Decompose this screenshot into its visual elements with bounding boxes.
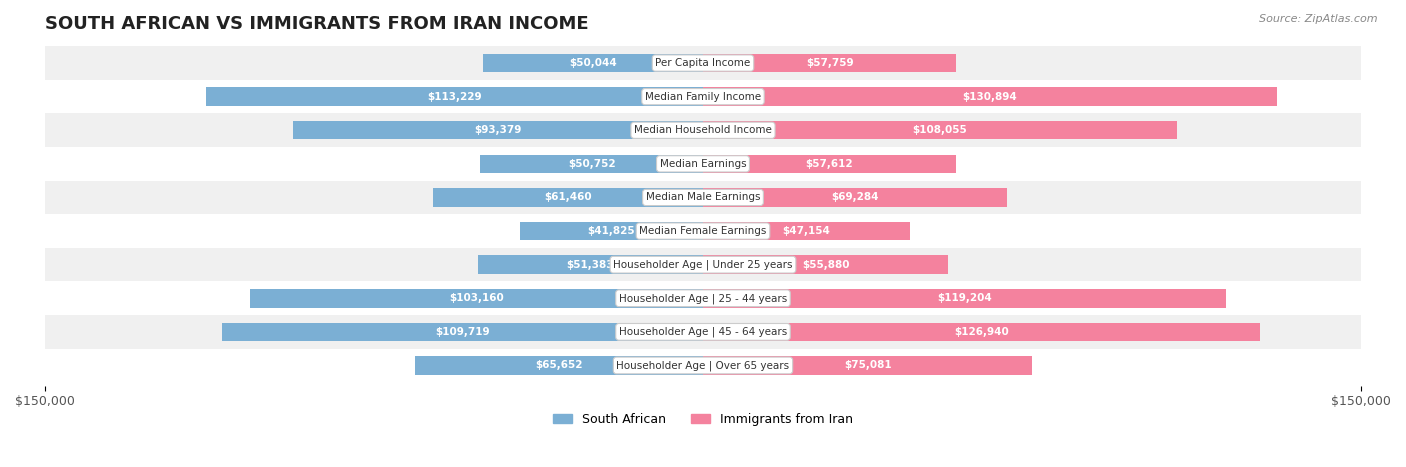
Text: Householder Age | 25 - 44 years: Householder Age | 25 - 44 years — [619, 293, 787, 304]
Text: Householder Age | Under 25 years: Householder Age | Under 25 years — [613, 259, 793, 270]
Text: $113,229: $113,229 — [427, 92, 482, 102]
Text: $103,160: $103,160 — [450, 293, 505, 303]
Text: Median Male Earnings: Median Male Earnings — [645, 192, 761, 203]
Text: $61,460: $61,460 — [544, 192, 592, 203]
Bar — [294, 121, 703, 140]
Bar — [703, 356, 1032, 375]
Text: $65,652: $65,652 — [536, 361, 582, 370]
Text: $50,752: $50,752 — [568, 159, 616, 169]
Text: $55,880: $55,880 — [801, 260, 849, 269]
Legend: South African, Immigrants from Iran: South African, Immigrants from Iran — [548, 408, 858, 431]
Bar — [45, 282, 1361, 315]
Bar — [484, 54, 703, 72]
Bar — [250, 289, 703, 307]
Bar — [45, 181, 1361, 214]
Bar — [45, 46, 1361, 80]
Text: $93,379: $93,379 — [474, 125, 522, 135]
Bar — [703, 54, 956, 72]
Bar — [703, 188, 1007, 207]
Bar — [703, 155, 956, 173]
Text: $50,044: $50,044 — [569, 58, 617, 68]
Text: $130,894: $130,894 — [963, 92, 1018, 102]
Bar — [703, 222, 910, 241]
Bar — [703, 289, 1226, 307]
Text: $108,055: $108,055 — [912, 125, 967, 135]
Text: $69,284: $69,284 — [831, 192, 879, 203]
Text: $119,204: $119,204 — [938, 293, 991, 303]
Bar — [478, 255, 703, 274]
Text: $47,154: $47,154 — [783, 226, 831, 236]
Text: Householder Age | 45 - 64 years: Householder Age | 45 - 64 years — [619, 326, 787, 337]
Text: $126,940: $126,940 — [955, 327, 1010, 337]
Bar — [45, 80, 1361, 113]
Text: $109,719: $109,719 — [434, 327, 489, 337]
Text: SOUTH AFRICAN VS IMMIGRANTS FROM IRAN INCOME: SOUTH AFRICAN VS IMMIGRANTS FROM IRAN IN… — [45, 15, 589, 33]
Text: Median Household Income: Median Household Income — [634, 125, 772, 135]
Bar — [519, 222, 703, 241]
Text: $51,383: $51,383 — [567, 260, 614, 269]
Bar — [703, 255, 948, 274]
Text: Householder Age | Over 65 years: Householder Age | Over 65 years — [616, 360, 790, 371]
Bar — [45, 147, 1361, 181]
Bar — [222, 323, 703, 341]
Text: Per Capita Income: Per Capita Income — [655, 58, 751, 68]
Text: Median Earnings: Median Earnings — [659, 159, 747, 169]
Text: Median Family Income: Median Family Income — [645, 92, 761, 102]
Bar — [45, 214, 1361, 248]
Bar — [45, 113, 1361, 147]
Bar — [415, 356, 703, 375]
Text: $57,612: $57,612 — [806, 159, 853, 169]
Text: $57,759: $57,759 — [806, 58, 853, 68]
Text: Median Female Earnings: Median Female Earnings — [640, 226, 766, 236]
Text: Source: ZipAtlas.com: Source: ZipAtlas.com — [1260, 14, 1378, 24]
Bar — [703, 121, 1177, 140]
Bar — [45, 248, 1361, 282]
Text: $41,825: $41,825 — [588, 226, 636, 236]
Bar — [207, 87, 703, 106]
Bar — [433, 188, 703, 207]
Text: $75,081: $75,081 — [844, 361, 891, 370]
Bar — [703, 87, 1277, 106]
Bar — [45, 349, 1361, 382]
Bar — [45, 315, 1361, 349]
Bar — [481, 155, 703, 173]
Bar — [703, 323, 1260, 341]
